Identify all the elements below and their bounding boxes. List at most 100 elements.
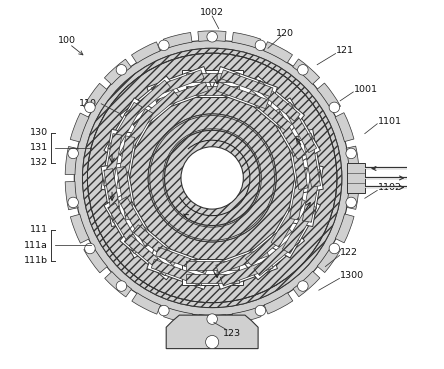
Polygon shape (241, 76, 305, 135)
Text: 100: 100 (58, 35, 76, 45)
Wedge shape (132, 293, 160, 314)
Polygon shape (132, 225, 179, 266)
Polygon shape (151, 70, 204, 96)
Text: 120: 120 (276, 29, 294, 38)
Polygon shape (117, 166, 135, 220)
Wedge shape (346, 146, 359, 174)
Wedge shape (65, 146, 78, 175)
Circle shape (207, 31, 218, 42)
Polygon shape (101, 130, 138, 194)
Text: 1002: 1002 (200, 8, 224, 17)
Text: 123: 123 (223, 330, 241, 338)
Circle shape (85, 243, 95, 254)
Polygon shape (254, 80, 300, 121)
Wedge shape (163, 32, 192, 49)
Circle shape (85, 102, 95, 113)
Circle shape (207, 314, 218, 324)
Polygon shape (216, 82, 269, 108)
Polygon shape (287, 130, 323, 194)
Circle shape (159, 40, 169, 51)
Wedge shape (317, 245, 341, 273)
Text: 1101: 1101 (378, 117, 402, 126)
Circle shape (255, 305, 266, 316)
Polygon shape (132, 90, 179, 131)
Polygon shape (246, 90, 292, 131)
Wedge shape (84, 245, 107, 273)
Wedge shape (164, 307, 192, 324)
Polygon shape (104, 134, 122, 187)
Circle shape (68, 148, 79, 159)
Wedge shape (293, 59, 320, 84)
Polygon shape (186, 261, 238, 270)
Polygon shape (289, 136, 308, 190)
Circle shape (297, 65, 308, 75)
Circle shape (181, 147, 243, 209)
Polygon shape (104, 98, 157, 163)
Text: 1001: 1001 (354, 85, 378, 94)
Wedge shape (131, 42, 160, 63)
Polygon shape (120, 76, 183, 135)
Circle shape (346, 148, 357, 159)
Text: 121: 121 (336, 46, 354, 55)
Polygon shape (246, 225, 292, 266)
Polygon shape (287, 162, 323, 227)
Circle shape (329, 102, 340, 113)
Polygon shape (216, 247, 269, 274)
Polygon shape (166, 315, 258, 349)
Polygon shape (186, 86, 238, 94)
Polygon shape (267, 192, 321, 258)
Polygon shape (254, 235, 300, 276)
Circle shape (83, 48, 342, 308)
Wedge shape (264, 42, 293, 63)
Wedge shape (232, 32, 261, 48)
Polygon shape (302, 134, 321, 187)
Polygon shape (267, 98, 321, 163)
Wedge shape (65, 182, 78, 210)
Text: 111b: 111b (24, 256, 48, 265)
Polygon shape (119, 109, 153, 159)
Wedge shape (148, 114, 276, 242)
Polygon shape (147, 66, 213, 112)
Text: 130: 130 (30, 128, 48, 137)
Polygon shape (117, 136, 135, 190)
Circle shape (346, 197, 357, 208)
Wedge shape (104, 59, 131, 85)
Polygon shape (220, 259, 273, 286)
Polygon shape (124, 235, 170, 276)
Circle shape (297, 281, 308, 291)
Wedge shape (335, 214, 354, 243)
Wedge shape (87, 53, 337, 303)
Circle shape (74, 40, 350, 316)
Wedge shape (198, 31, 226, 41)
Polygon shape (104, 192, 157, 258)
Wedge shape (105, 272, 131, 297)
Circle shape (255, 40, 266, 51)
Text: 110: 110 (79, 99, 97, 108)
Circle shape (165, 130, 260, 225)
Polygon shape (156, 82, 209, 108)
Wedge shape (317, 83, 341, 111)
Polygon shape (182, 259, 242, 286)
Text: 111a: 111a (24, 241, 48, 250)
Text: 1102: 1102 (378, 183, 402, 192)
Circle shape (116, 281, 127, 291)
Wedge shape (335, 113, 354, 142)
Polygon shape (211, 244, 278, 289)
Wedge shape (83, 48, 342, 308)
Polygon shape (119, 197, 153, 247)
Text: 1300: 1300 (340, 271, 364, 280)
Polygon shape (107, 102, 142, 153)
FancyBboxPatch shape (347, 163, 365, 193)
Text: 111: 111 (30, 225, 48, 234)
Polygon shape (107, 203, 142, 254)
Polygon shape (101, 162, 138, 227)
Polygon shape (271, 109, 305, 159)
Polygon shape (104, 169, 122, 222)
Polygon shape (182, 70, 242, 97)
Polygon shape (220, 70, 273, 96)
Polygon shape (302, 169, 321, 222)
Wedge shape (264, 293, 293, 314)
Wedge shape (83, 83, 107, 111)
Polygon shape (120, 221, 183, 280)
Polygon shape (186, 73, 238, 82)
